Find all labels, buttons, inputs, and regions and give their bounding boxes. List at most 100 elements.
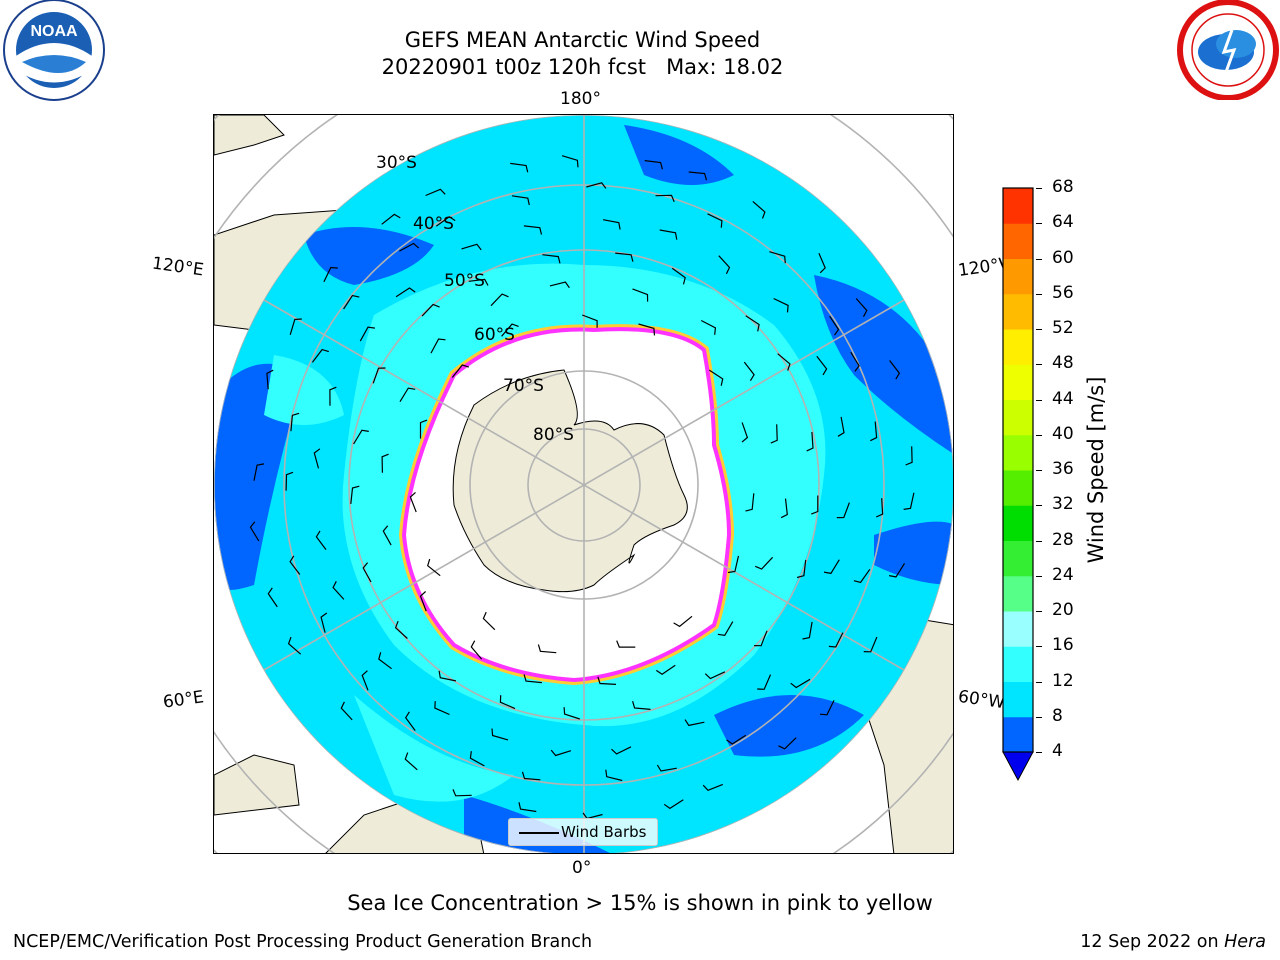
wind-barb <box>741 422 749 443</box>
lat-label-80s: 80°S <box>533 425 574 445</box>
footer-left: NCEP/EMC/Verification Post Processing Pr… <box>13 932 593 952</box>
wind-barb <box>743 361 755 382</box>
wind-barb <box>780 498 788 519</box>
wind-barb <box>290 412 300 432</box>
wind-barb <box>688 171 708 181</box>
wind-barb <box>461 243 482 251</box>
lat-label-40s: 40°S <box>413 214 454 234</box>
wind-barb <box>707 213 723 228</box>
lon-label-0: 0° <box>572 858 592 878</box>
colorbar-tick-label: 8 <box>1052 705 1063 726</box>
wind-barb <box>289 555 301 575</box>
colorbar-band <box>1003 646 1033 682</box>
wind-barb <box>359 326 375 342</box>
colorbar-tick-mark <box>1036 752 1042 753</box>
wind-barb <box>853 568 871 584</box>
colorbar-tick-mark <box>1036 575 1042 577</box>
colorbar-tick-label: 48 <box>1052 353 1074 374</box>
colorbar-band <box>1003 681 1033 718</box>
graticule <box>214 115 953 853</box>
wind-barb <box>438 670 457 682</box>
wind-barb <box>249 521 260 542</box>
colorbar-tick-label: 24 <box>1052 564 1074 585</box>
colorbar-tick-label: 12 <box>1052 670 1074 691</box>
colorbar-tick-mark <box>1036 540 1042 542</box>
lat-label-70s: 70°S <box>503 376 544 396</box>
nws-logo <box>1176 0 1280 101</box>
wind-barb <box>510 162 529 173</box>
colorbar-band <box>1003 293 1033 330</box>
wind-barb <box>501 323 519 337</box>
wind-barb <box>745 315 760 332</box>
colorbar-band <box>1003 505 1033 541</box>
colorbar-band <box>1003 188 1033 224</box>
colorbar-band <box>1003 540 1033 577</box>
antarctic-wind-map <box>213 114 954 854</box>
colorbar-band <box>1003 716 1033 753</box>
wind-barb <box>870 421 878 442</box>
wind-barb <box>332 581 345 600</box>
wind-barb <box>419 591 427 612</box>
colorbar-tick-mark <box>1036 293 1042 295</box>
wind-barb <box>537 644 557 654</box>
wind-barb-legend-line <box>519 832 559 834</box>
footer-date: 12 Sep 2022 on <box>1080 932 1225 952</box>
colorbar-band <box>1003 364 1033 400</box>
wind-barb <box>778 737 797 750</box>
wind-barb <box>659 229 678 240</box>
colorbar-band <box>1003 611 1033 647</box>
map-legend: Wind Barbs <box>508 818 658 846</box>
colorbar-tick-mark <box>1036 223 1042 225</box>
wind-barb <box>802 621 813 640</box>
wind-barb <box>745 493 755 512</box>
wind-barb <box>549 281 570 289</box>
colorbar-tick-label: 20 <box>1052 600 1074 620</box>
wind-barb <box>511 195 530 206</box>
wind-barb <box>638 323 656 336</box>
wind-barb <box>632 288 649 302</box>
wind-barb <box>340 701 353 721</box>
lon-label-60e: 60°E <box>161 687 206 713</box>
colorbar-tick-label: 16 <box>1052 635 1074 656</box>
wind-barb <box>888 563 906 578</box>
wind-barb <box>700 319 717 335</box>
colorbar-band <box>1003 434 1033 471</box>
wind-barb <box>361 670 369 691</box>
wind-barb <box>770 424 778 444</box>
wind-barb <box>289 318 302 335</box>
plot-title-line1: GEFS MEAN Antarctic Wind Speed <box>404 28 761 52</box>
wind-barb <box>419 419 428 439</box>
wind-barb <box>285 471 294 491</box>
colorbar-tick-mark <box>1036 258 1042 260</box>
wind-barb <box>311 348 329 363</box>
wind-barb <box>404 711 416 731</box>
wind-barb <box>521 771 541 781</box>
wind-barb <box>602 219 621 230</box>
wind-barb <box>421 303 440 317</box>
wind-barb <box>468 278 489 286</box>
wind-barb <box>769 251 786 264</box>
wind-barb <box>855 298 868 317</box>
footer-right: 12 Sep 2022 on Hera <box>1080 932 1266 952</box>
lon-label-60w: 60°W <box>956 686 1007 714</box>
wind-barb <box>663 799 684 810</box>
colorbar-tick-mark <box>1036 505 1042 507</box>
wind-barb <box>837 416 845 437</box>
wind-barb <box>523 674 542 684</box>
wind-barb <box>372 367 386 384</box>
wind-barbs <box>249 155 915 820</box>
colorbar-tick-label: 60 <box>1052 247 1074 268</box>
wind-barb <box>704 671 726 680</box>
wind-barb <box>395 287 416 298</box>
wind-barb <box>818 252 826 274</box>
colorbar-band <box>1003 258 1033 295</box>
wind-barb <box>581 314 598 328</box>
colorbar-tick-label: 32 <box>1052 494 1074 515</box>
wind-barb <box>490 293 509 307</box>
wind-barb <box>315 530 327 550</box>
wind-barb <box>773 297 789 313</box>
wind-barb-legend-label: Wind Barbs <box>561 823 647 841</box>
wind-barb <box>399 242 420 252</box>
wind-barb <box>903 492 915 510</box>
wind-barb <box>754 556 774 570</box>
